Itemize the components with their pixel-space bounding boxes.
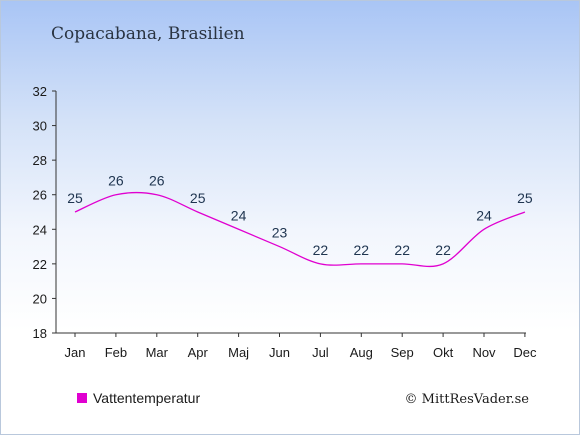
y-tick-label: 28 bbox=[33, 153, 47, 168]
data-label: 23 bbox=[272, 225, 288, 241]
data-label: 24 bbox=[476, 207, 492, 223]
y-tick-label: 20 bbox=[33, 291, 47, 306]
data-label: 25 bbox=[67, 190, 83, 206]
x-tick-label: Nov bbox=[472, 345, 496, 360]
x-tick-label: Jan bbox=[65, 345, 86, 360]
x-tick-label: Dec bbox=[513, 345, 537, 360]
data-label: 26 bbox=[149, 173, 165, 189]
x-tick-group: Jan Feb Mar Apr Maj Jun Jul Aug Sep Okt Nov Dec bbox=[65, 333, 537, 360]
data-label: 22 bbox=[313, 242, 329, 258]
copyright-text[interactable]: © MittResVader.se bbox=[405, 392, 530, 407]
x-tick-label: Okt bbox=[433, 345, 454, 360]
y-tick-label: 24 bbox=[33, 222, 47, 237]
x-tick-label: Aug bbox=[350, 345, 373, 360]
x-tick-label: Maj bbox=[228, 345, 249, 360]
x-tick-label: Feb bbox=[105, 345, 127, 360]
y-tick-label: 32 bbox=[33, 84, 47, 99]
y-tick-label: 18 bbox=[33, 326, 47, 341]
y-tick-label: 30 bbox=[33, 119, 47, 134]
x-tick-label: Apr bbox=[188, 345, 209, 360]
data-label: 24 bbox=[231, 207, 247, 223]
data-label-group: 25 26 26 25 24 23 22 22 22 22 24 25 bbox=[67, 173, 533, 258]
y-tick-group: 18 20 22 24 26 28 30 32 bbox=[33, 84, 56, 341]
x-tick-label: Jun bbox=[269, 345, 290, 360]
data-label: 26 bbox=[108, 173, 124, 189]
series-line-vattentemperatur bbox=[74, 191, 526, 268]
data-label: 25 bbox=[517, 190, 533, 206]
y-tick-label: 26 bbox=[33, 188, 47, 203]
x-tick-label: Sep bbox=[391, 345, 414, 360]
legend-swatch bbox=[77, 393, 87, 403]
data-label: 25 bbox=[190, 190, 206, 206]
legend-label: Vattentemperatur bbox=[93, 390, 200, 406]
y-tick-label: 22 bbox=[33, 257, 47, 272]
data-label: 22 bbox=[394, 242, 410, 258]
chart-title: Copacabana, Brasilien bbox=[51, 24, 245, 44]
x-tick-label: Jul bbox=[312, 345, 329, 360]
data-label: 22 bbox=[354, 242, 370, 258]
x-tick-label: Mar bbox=[146, 345, 169, 360]
data-label: 22 bbox=[435, 242, 451, 258]
